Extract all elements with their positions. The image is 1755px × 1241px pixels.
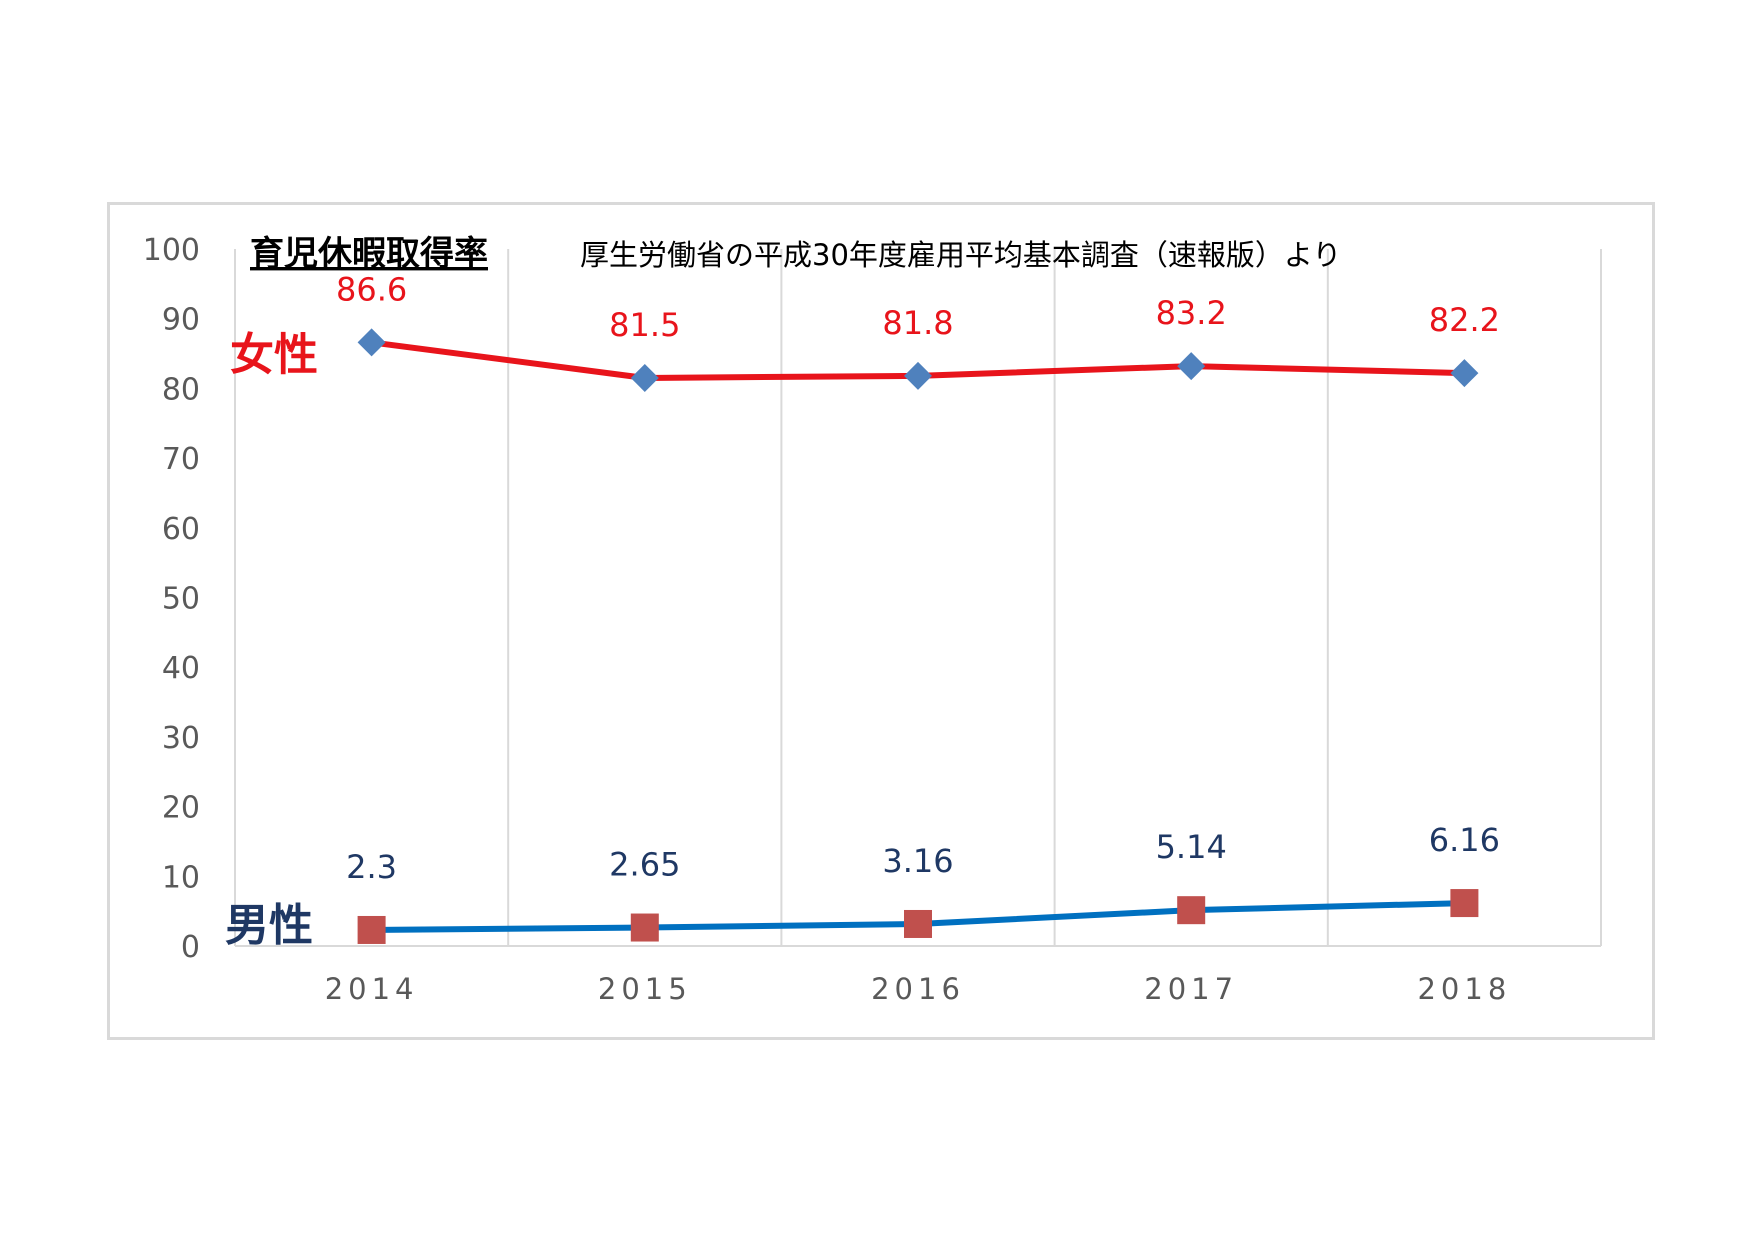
chart-subtitle: 厚生労働省の平成30年度雇用平均基本調査（速報版）より	[580, 238, 1341, 272]
male-data-point	[1177, 896, 1206, 925]
data-label: 83.2	[1156, 294, 1227, 332]
grid-layer	[234, 249, 1602, 947]
x-tick-label: 2014	[325, 972, 419, 1006]
female-data-point	[357, 328, 386, 357]
male-data-point	[357, 915, 386, 944]
x-tick-label: 2018	[1417, 972, 1511, 1006]
data-label: 2.3	[346, 848, 397, 886]
male-data-point	[630, 913, 659, 942]
data-label: 82.2	[1429, 301, 1500, 339]
chart-frame: 育児休暇取得率 厚生労働省の平成30年度雇用平均基本調査（速報版）より 0 10 2…	[107, 202, 1655, 1040]
chart-title: 育児休暇取得率	[250, 234, 488, 274]
female-data-point	[630, 363, 659, 392]
y-tick-label: 10	[162, 860, 200, 895]
male-data-point	[904, 909, 932, 938]
y-tick-label: 70	[162, 442, 200, 477]
x-tick-label: 2015	[598, 972, 692, 1006]
female-data-point	[1450, 359, 1479, 388]
data-label: 6.16	[1429, 821, 1500, 859]
data-label: 81.8	[882, 304, 953, 342]
y-tick-label: 50	[162, 582, 200, 617]
series-name-label: 女性	[230, 329, 318, 380]
series-name-label: 男性	[225, 900, 313, 951]
y-tick-label: 0	[181, 930, 200, 965]
data-label: 5.14	[1156, 828, 1227, 866]
y-tick-label: 40	[162, 651, 200, 686]
male-data-point	[1450, 889, 1479, 918]
y-tick-label: 100	[143, 233, 200, 268]
y-tick-label: 80	[162, 372, 200, 407]
series-layer	[357, 328, 1479, 944]
data-label: 81.5	[609, 306, 680, 344]
y-tick-label: 90	[162, 303, 200, 338]
text-layer: 育児休暇取得率 厚生労働省の平成30年度雇用平均基本調査（速報版）より 0 10 2…	[143, 233, 1511, 1006]
y-tick-label: 20	[162, 791, 200, 826]
x-tick-label: 2016	[871, 972, 965, 1006]
data-label: 3.16	[882, 842, 953, 880]
data-label: 2.65	[609, 846, 680, 884]
x-tick-label: 2017	[1144, 972, 1238, 1006]
y-tick-label: 60	[162, 512, 200, 547]
chart-svg: 育児休暇取得率 厚生労働省の平成30年度雇用平均基本調査（速報版）より 0 10 2…	[143, 233, 1602, 1006]
female-data-point	[1177, 352, 1206, 381]
y-tick-label: 30	[162, 721, 200, 756]
data-label: 86.6	[336, 270, 407, 308]
female-data-point	[904, 361, 932, 390]
